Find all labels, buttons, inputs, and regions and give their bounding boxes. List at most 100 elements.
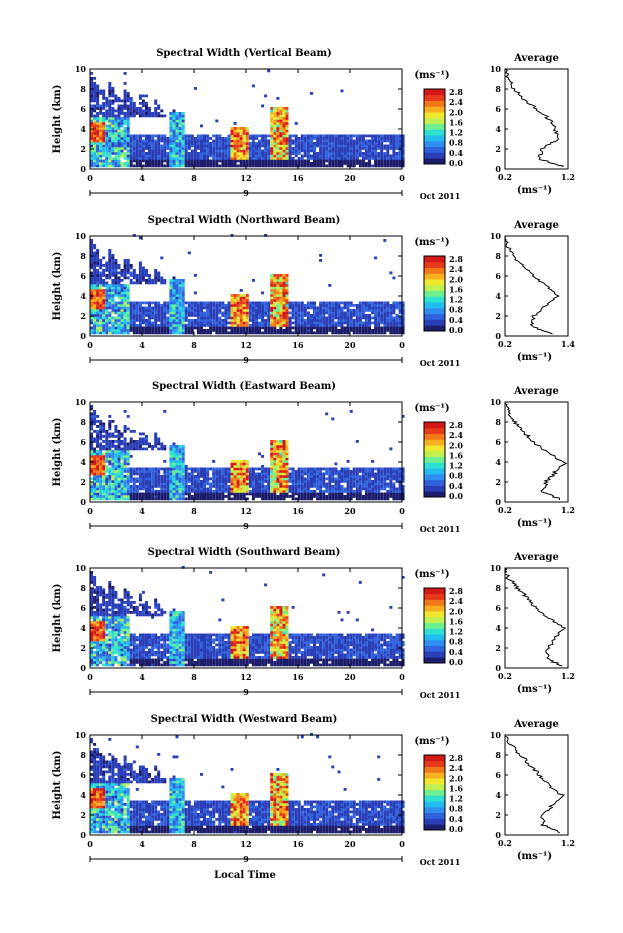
heatmap-cell (380, 140, 383, 143)
heatmap-cell (258, 488, 261, 491)
heatmap-cell (276, 157, 279, 160)
heatmap-cell (319, 478, 322, 481)
heatmap-cell (380, 312, 383, 315)
heatmap-cell (206, 317, 209, 320)
heatmap-cell (368, 160, 371, 163)
heatmap-cell (267, 493, 270, 496)
heatmap-cell (347, 480, 350, 483)
heatmap-cell (377, 314, 380, 317)
heatmap-cell (209, 165, 212, 168)
heatmap-cell (188, 478, 191, 481)
heatmap-cell (130, 304, 133, 307)
heatmap-cell (289, 142, 292, 145)
heatmap-cell (118, 264, 121, 267)
heatmap-cell (124, 82, 127, 85)
heatmap-cell (151, 140, 154, 143)
heatmap-cell (252, 493, 255, 496)
heatmap-cell (157, 155, 160, 158)
heatmap-cell (99, 455, 102, 458)
heatmap-cell (154, 495, 157, 498)
heatmap-cell (108, 160, 111, 163)
heatmap-cell (249, 478, 252, 481)
heatmap-cell (173, 117, 176, 120)
heatmap-cell (344, 304, 347, 307)
heatmap-cell (383, 309, 386, 312)
heatmap-cell (118, 465, 121, 468)
heatmap-cell (264, 322, 267, 325)
heatmap-cell (252, 478, 255, 481)
heatmap-cell (334, 322, 337, 325)
heatmap-cell (331, 157, 334, 160)
heatmap-cell (341, 468, 344, 471)
heatmap-cell (289, 468, 292, 471)
heatmap-cell (283, 450, 286, 453)
heatmap-cell (96, 107, 99, 110)
heatmap-cell (322, 165, 325, 168)
heatmap-cell (108, 254, 111, 257)
heatmap-cell (197, 490, 200, 493)
heatmap-cell (130, 475, 133, 478)
heatmap-cell (307, 327, 310, 330)
heatmap-cell (185, 160, 188, 163)
heatmap-cell (276, 162, 279, 165)
heatmap-cell (136, 312, 139, 315)
heatmap-cell (93, 162, 96, 165)
heatmap-cell (93, 475, 96, 478)
heatmap-cell (283, 493, 286, 496)
heatmap-cell (392, 160, 395, 163)
heatmap-cell (93, 150, 96, 153)
heatmap-cell (179, 292, 182, 295)
heatmap-cell (310, 319, 313, 322)
heatmap-cell (350, 324, 353, 327)
heatmap-cell (102, 455, 105, 458)
heatmap-cell (319, 135, 322, 138)
colorbar-swatch (424, 291, 445, 297)
heatmap-cell (270, 460, 273, 463)
heatmap-cell (197, 470, 200, 473)
heatmap-cell (188, 302, 191, 305)
heatmap-cell (362, 165, 365, 168)
colorbar-swatch (424, 302, 445, 308)
heatmap-cell (325, 165, 328, 168)
heatmap-cell (102, 473, 105, 476)
heatmap-cell (243, 142, 246, 145)
heatmap-cell (304, 314, 307, 317)
heatmap-cell (203, 147, 206, 150)
heatmap-cell (133, 324, 136, 327)
heatmap-cell (304, 135, 307, 138)
heatmap-cell (328, 329, 331, 332)
heatmap-cell (114, 277, 117, 280)
heatmap-cell (118, 463, 121, 466)
heatmap-cell (365, 150, 368, 153)
heatmap-cell (191, 473, 194, 476)
heatmap-cell (145, 332, 148, 335)
heatmap-cell (286, 294, 289, 297)
heatmap-cell (127, 455, 130, 458)
heatmap-cell (148, 478, 151, 481)
heatmap-cell (270, 292, 273, 295)
heatmap-cell (96, 105, 99, 108)
heatmap-cell (215, 304, 218, 307)
heatmap-cell (99, 309, 102, 312)
heatmap-cell (173, 297, 176, 300)
heatmap-cell (127, 498, 130, 501)
heatmap-cell (261, 493, 264, 496)
heatmap-cell (176, 475, 179, 478)
heatmap-cell (108, 102, 111, 105)
heatmap-cell (108, 115, 111, 118)
heatmap-cell (173, 493, 176, 496)
heatmap-cell (279, 314, 282, 317)
heatmap-cell (261, 309, 264, 312)
heatmap-cell (203, 495, 206, 498)
heatmap-cell (283, 112, 286, 115)
heatmap-cell (197, 493, 200, 496)
heatmap-cell (145, 302, 148, 305)
heatmap-cell (114, 130, 117, 133)
heatmap-cell (301, 314, 304, 317)
heatmap-cell (215, 473, 218, 476)
heatmap-cell (105, 433, 108, 436)
heatmap-cell (316, 319, 319, 322)
heatmap-cell (118, 430, 121, 433)
heatmap-cell (124, 137, 127, 140)
heatmap-cell (154, 493, 157, 496)
